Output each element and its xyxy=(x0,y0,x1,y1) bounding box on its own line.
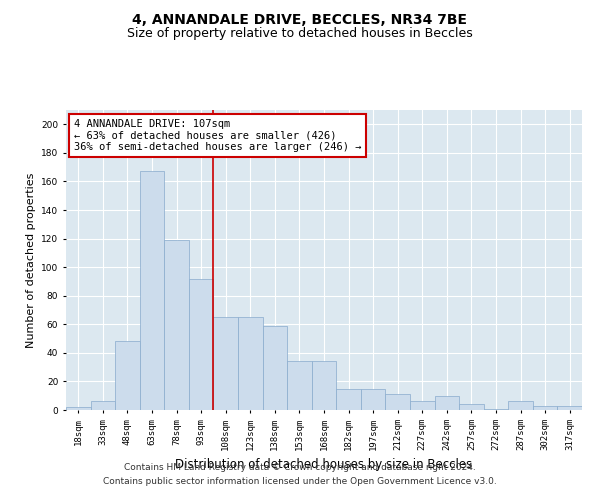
Bar xyxy=(484,408,508,410)
Bar xyxy=(336,388,361,410)
Bar xyxy=(459,404,484,410)
Bar xyxy=(164,240,189,410)
Y-axis label: Number of detached properties: Number of detached properties xyxy=(26,172,35,348)
Text: Size of property relative to detached houses in Beccles: Size of property relative to detached ho… xyxy=(127,28,473,40)
Bar xyxy=(91,402,115,410)
Bar xyxy=(66,407,91,410)
Bar xyxy=(263,326,287,410)
Bar xyxy=(140,172,164,410)
Text: Contains HM Land Registry data © Crown copyright and database right 2024.: Contains HM Land Registry data © Crown c… xyxy=(124,464,476,472)
Text: 4 ANNANDALE DRIVE: 107sqm
← 63% of detached houses are smaller (426)
36% of semi: 4 ANNANDALE DRIVE: 107sqm ← 63% of detac… xyxy=(74,119,361,152)
Bar xyxy=(189,278,214,410)
Text: Contains public sector information licensed under the Open Government Licence v3: Contains public sector information licen… xyxy=(103,477,497,486)
Bar xyxy=(434,396,459,410)
Bar xyxy=(361,388,385,410)
Bar xyxy=(508,402,533,410)
Bar xyxy=(238,317,263,410)
X-axis label: Distribution of detached houses by size in Beccles: Distribution of detached houses by size … xyxy=(175,458,473,471)
Text: 4, ANNANDALE DRIVE, BECCLES, NR34 7BE: 4, ANNANDALE DRIVE, BECCLES, NR34 7BE xyxy=(133,12,467,26)
Bar xyxy=(312,362,336,410)
Bar xyxy=(385,394,410,410)
Bar xyxy=(287,362,312,410)
Bar xyxy=(557,406,582,410)
Bar xyxy=(533,406,557,410)
Bar xyxy=(214,317,238,410)
Bar xyxy=(115,342,140,410)
Bar xyxy=(410,402,434,410)
